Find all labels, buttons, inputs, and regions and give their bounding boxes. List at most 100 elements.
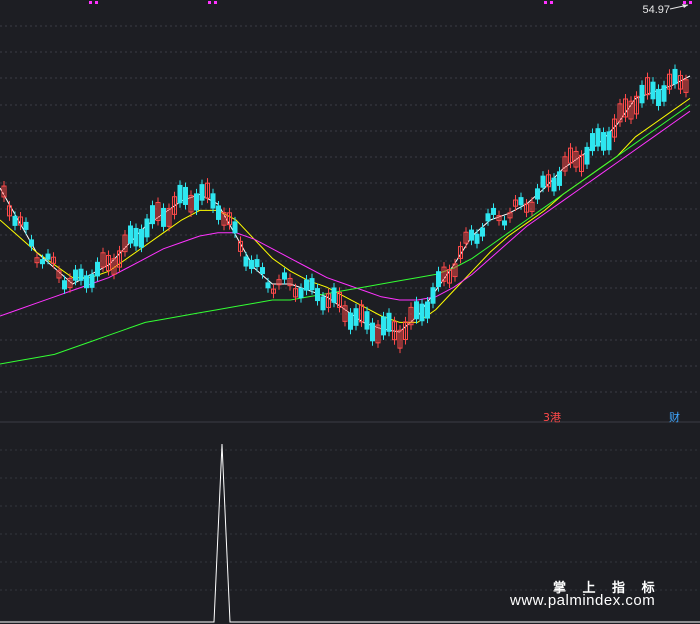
candle-down: [414, 301, 419, 320]
candle-down: [320, 296, 326, 311]
candle-up: [634, 95, 639, 115]
candle-down: [254, 259, 260, 268]
candle-down: [265, 282, 271, 289]
candle-up: [507, 212, 513, 219]
candle-up: [67, 277, 73, 289]
candle-down: [177, 184, 183, 204]
candle-up: [18, 216, 23, 226]
price-grid: [0, 25, 700, 591]
candle-down: [84, 275, 89, 289]
candle-down: [419, 303, 425, 322]
candle-up: [287, 277, 293, 287]
candle-down: [128, 225, 133, 244]
candle-up: [645, 77, 650, 96]
candle-down: [232, 221, 238, 234]
candle-up: [56, 270, 62, 279]
candle-down: [199, 184, 205, 201]
candle-down: [606, 131, 612, 151]
candle-up: [612, 118, 617, 138]
candle-down: [590, 133, 595, 152]
candle-down: [183, 186, 188, 205]
candle-up: [205, 182, 210, 199]
candle-up: [463, 231, 469, 244]
candle-up: [166, 207, 172, 227]
candle-down: [436, 271, 441, 288]
event-marker-gang[interactable]: 3港: [543, 411, 561, 424]
candle-up: [375, 324, 381, 344]
candle-down: [518, 197, 524, 206]
candle-up: [392, 321, 397, 341]
price-high-arrow: [669, 4, 689, 10]
candle-down: [557, 171, 562, 186]
candle-up: [100, 252, 106, 268]
candle-up: [573, 150, 579, 168]
signal-dot: [689, 1, 692, 4]
candle-up: [667, 73, 672, 90]
candle-down: [29, 239, 34, 247]
watermark-title: 掌 上 指 标: [553, 581, 661, 596]
candle-up: [579, 154, 584, 172]
ma-line-3: [0, 104, 691, 365]
candle-down: [304, 279, 309, 291]
candle-up: [403, 321, 408, 341]
candle-down: [150, 205, 155, 225]
candle-down: [540, 175, 546, 188]
candle-down: [139, 228, 144, 248]
candle-down: [73, 269, 78, 281]
candle-up: [117, 250, 122, 268]
candle-up: [513, 199, 518, 207]
candle-down: [95, 261, 100, 277]
candle-up: [628, 100, 634, 120]
candle-down: [430, 287, 436, 304]
candle-up: [546, 174, 551, 188]
candle-down: [474, 233, 480, 244]
candle-down: [469, 229, 474, 241]
ma-line-1: [0, 97, 691, 323]
candle-down: [133, 227, 139, 247]
candle-up: [221, 212, 227, 226]
candle-up: [326, 293, 331, 308]
candle-down: [23, 221, 29, 230]
candle-down: [601, 132, 606, 151]
ma-line-2: [0, 110, 691, 317]
signal-dot: [89, 1, 92, 4]
candle-down: [584, 146, 590, 165]
candle-down: [661, 85, 667, 102]
candle-up: [51, 256, 56, 264]
candle-down: [89, 274, 95, 288]
event-marker-cai[interactable]: 财: [669, 411, 680, 424]
candle-up: [359, 304, 364, 323]
candle-up: [452, 263, 458, 278]
candle-down: [161, 207, 166, 227]
candle-up: [111, 258, 117, 275]
candle-up: [408, 306, 414, 326]
candle-up: [227, 212, 232, 226]
candle-down: [386, 312, 392, 332]
candle-down: [535, 188, 540, 200]
signal-dot: [214, 1, 217, 4]
indicator-line: [0, 443, 700, 623]
candle-up: [441, 266, 447, 282]
candle-down: [309, 278, 315, 291]
candle-down: [502, 220, 507, 226]
candle-down: [381, 316, 386, 336]
candle-down: [370, 322, 375, 342]
candle-down: [62, 280, 67, 290]
candle-up: [172, 196, 177, 215]
candle-up: [623, 98, 628, 118]
candle-down: [194, 193, 199, 211]
candle-up: [524, 203, 529, 213]
signal-dot: [95, 1, 98, 4]
candle-down: [348, 312, 353, 330]
candle-down: [12, 215, 18, 226]
candle-down: [551, 177, 557, 192]
candle-down: [298, 287, 304, 299]
candle-down: [353, 308, 359, 326]
top-signal-markers: [89, 1, 692, 4]
candle-up: [342, 305, 348, 322]
candle-up: [7, 205, 12, 217]
candle-down: [672, 68, 678, 85]
candle-up: [568, 147, 573, 164]
candle-down: [282, 272, 287, 280]
